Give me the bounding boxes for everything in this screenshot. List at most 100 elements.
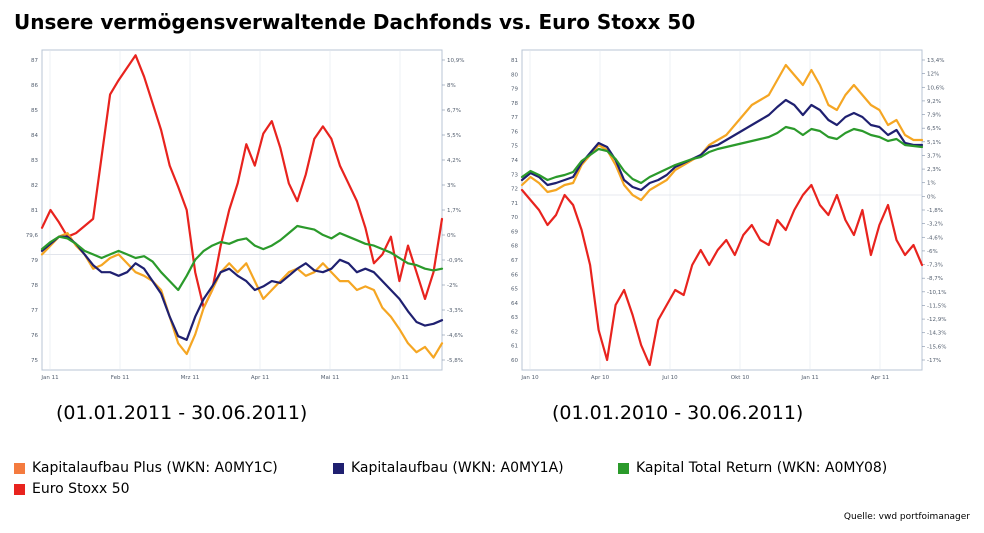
legend-item-euro-stoxx: Euro Stoxx 50 bbox=[14, 481, 130, 497]
y-right-tick-label: -4,6% bbox=[447, 333, 463, 339]
plot-area bbox=[521, 49, 923, 371]
y-right-tick-label: -7,3% bbox=[927, 263, 943, 269]
source-note: Quelle: vwd portfoimanager bbox=[843, 512, 970, 522]
y-left-tick-label: 66 bbox=[511, 272, 518, 278]
y-left-tick-label: 79 bbox=[511, 87, 518, 93]
y-left-tick-label: 79 bbox=[31, 258, 38, 264]
y-left-tick-label: 65 bbox=[511, 287, 518, 293]
y-right-tick-label: 0% bbox=[447, 233, 456, 239]
chart-2010-2011-svg: 81 80 79 78 77 76 75 74 73 72 71 70 69 68 67 66 65 64 63 62… bbox=[511, 49, 946, 381]
y-right-tick-label: 0% bbox=[927, 194, 936, 200]
legend-swatch-kapitalaufbau-plus bbox=[14, 462, 25, 474]
x-tick-label: Mai 11 bbox=[321, 375, 339, 381]
y-right-tick-label: -15,6% bbox=[927, 344, 946, 350]
y-left-tick-label: 73 bbox=[511, 172, 518, 178]
y-left-tick-label: 84 bbox=[31, 133, 38, 139]
x-tick-label: Apr 11 bbox=[871, 375, 889, 381]
y-left-tick-label: 87 bbox=[31, 58, 38, 64]
x-tick-label: Apr 10 bbox=[591, 375, 610, 381]
period-label-2011: (01.01.2011 - 30.06.2011) bbox=[56, 402, 308, 424]
y-right-tick-label: -3,3% bbox=[447, 308, 463, 314]
y-right-tick-label: -11,5% bbox=[927, 303, 946, 309]
y-right-tick-label: -14,3% bbox=[927, 331, 946, 337]
y-left-tick-label: 86 bbox=[31, 83, 38, 89]
y-left-tick-label: 70 bbox=[511, 215, 518, 221]
y-left-tick-label: 75 bbox=[31, 358, 38, 364]
y-left-tick-label: 62 bbox=[511, 329, 518, 335]
y-right-tick-label: 13,4% bbox=[927, 58, 944, 64]
y-right-tick-label: -8,7% bbox=[927, 276, 943, 282]
y-right-tick-label: 2,3% bbox=[927, 167, 941, 173]
series-line-kapitalaufbau-plus bbox=[40, 232, 444, 359]
y-left-tick-label: 75 bbox=[511, 144, 518, 150]
chart-2011: 87 86 85 84 83 82 81 79,6 79 78 77 76 75 10,9% 8% 6,7% 5… bbox=[10, 44, 480, 388]
y-right-tick-label: 1% bbox=[927, 181, 936, 187]
series-line-kapital-total-return bbox=[40, 224, 444, 292]
plot-area bbox=[41, 49, 443, 371]
series-line-kapital-total-return bbox=[520, 125, 924, 185]
y-right-tick-label: -5,8% bbox=[447, 358, 463, 364]
y-right-tick-label: -17% bbox=[927, 358, 941, 364]
y-left-tick-label: 61 bbox=[511, 344, 518, 350]
y-left-tick-label: 69 bbox=[511, 229, 518, 235]
y-left-tick-label: 74 bbox=[511, 158, 518, 164]
legend-label-kapitalaufbau: Kapitalaufbau (WKN: A0MY1A) bbox=[351, 460, 564, 476]
x-tick-label: Feb 11 bbox=[111, 375, 130, 381]
y-right-tick-label: -4,6% bbox=[927, 235, 943, 241]
y-right-tick-label: 7,9% bbox=[927, 113, 941, 119]
y-right-tick-label: 3,7% bbox=[927, 153, 941, 159]
y-left-tick-label: 78 bbox=[511, 101, 518, 107]
legend-swatch-kapital-total-return bbox=[618, 462, 629, 474]
chart-2010-2011: 81 80 79 78 77 76 75 74 73 72 71 70 69 68 67 66 65 64 63 62… bbox=[490, 44, 960, 388]
y-left-tick-label: 77 bbox=[511, 115, 518, 121]
y-right-tick-label: -10,1% bbox=[927, 290, 946, 296]
y-left-tick-label: 67 bbox=[511, 258, 518, 264]
legend-swatch-kapitalaufbau bbox=[333, 462, 344, 474]
y-left-tick-label: 83 bbox=[31, 158, 38, 164]
y-right-tick-label: 12% bbox=[927, 72, 939, 78]
series-line-kapitalaufbau bbox=[40, 235, 444, 341]
y-right-tick-label: 4,2% bbox=[447, 158, 461, 164]
y-right-tick-label: 3% bbox=[447, 183, 456, 189]
y-left-tick-label: 60 bbox=[511, 358, 518, 364]
y-right-tick-label: 6,7% bbox=[447, 108, 461, 114]
series-line-euro-stoxx bbox=[40, 54, 444, 309]
x-tick-label: Mrz 11 bbox=[181, 375, 200, 381]
period-label-2010-2011: (01.01.2010 - 30.06.2011) bbox=[552, 402, 804, 424]
y-right-tick-label: 10,9% bbox=[447, 58, 464, 64]
series-line-euro-stoxx bbox=[520, 183, 924, 367]
x-tick-label: Jun 11 bbox=[390, 375, 408, 381]
y-right-tick-label: -3,2% bbox=[927, 222, 943, 228]
y-left-tick-label: 68 bbox=[511, 244, 518, 250]
y-right-tick-label: -1,8% bbox=[927, 208, 943, 214]
y-right-tick-label: 1,7% bbox=[447, 208, 461, 214]
x-tick-label: Jan 11 bbox=[800, 375, 818, 381]
legend-label-kapitalaufbau-plus: Kapitalaufbau Plus (WKN: A0MY1C) bbox=[32, 460, 278, 476]
y-left-tick-label: 80 bbox=[511, 72, 518, 78]
legend-item-kapital-total-return: Kapital Total Return (WKN: A0MY08) bbox=[618, 460, 887, 476]
y-right-tick-label: 10,6% bbox=[927, 85, 944, 91]
x-tick-label: Jan 11 bbox=[40, 375, 58, 381]
legend-label-euro-stoxx: Euro Stoxx 50 bbox=[32, 481, 130, 497]
legend-label-kapital-total-return: Kapital Total Return (WKN: A0MY08) bbox=[636, 460, 888, 476]
y-left-tick-label: 76 bbox=[31, 333, 38, 339]
y-right-tick-label: 9,2% bbox=[927, 99, 941, 105]
y-right-tick-label: -0,9% bbox=[447, 258, 463, 264]
y-left-tick-label: 78 bbox=[31, 283, 38, 289]
y-right-tick-label: -6% bbox=[927, 249, 938, 255]
y-right-tick-label: 5,5% bbox=[447, 133, 461, 139]
legend-item-kapitalaufbau: Kapitalaufbau (WKN: A0MY1A) bbox=[333, 460, 564, 476]
y-left-tick-label: 76 bbox=[511, 129, 518, 135]
y-left-tick-label: 72 bbox=[511, 187, 518, 193]
chart-2011-svg: 87 86 85 84 83 82 81 79,6 79 78 77 76 75 10,9% 8% 6,7% 5… bbox=[26, 49, 464, 381]
page-title: Unsere vermögensverwaltende Dachfonds vs… bbox=[14, 10, 696, 34]
legend-item-kapitalaufbau-plus: Kapitalaufbau Plus (WKN: A0MY1C) bbox=[14, 460, 278, 476]
x-tick-label: Apr 11 bbox=[251, 375, 269, 381]
y-right-tick-label: -2% bbox=[447, 283, 458, 289]
x-tick-label: Jan 10 bbox=[520, 375, 539, 381]
y-right-tick-label: -12,9% bbox=[927, 317, 946, 323]
y-left-tick-label: 81 bbox=[511, 58, 518, 64]
y-right-tick-label: 6,5% bbox=[927, 126, 941, 132]
y-right-tick-label: 8% bbox=[447, 83, 456, 89]
x-tick-label: Okt 10 bbox=[731, 375, 750, 381]
